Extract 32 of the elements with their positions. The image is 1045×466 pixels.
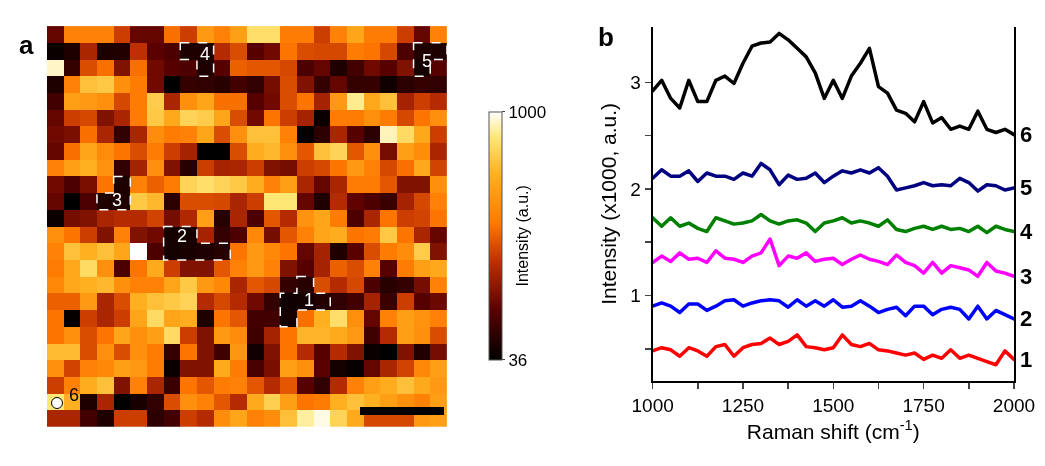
line-series (652, 212, 1014, 235)
annotation: 5 (422, 51, 433, 71)
text: b (598, 22, 614, 52)
annotation: 6 (69, 385, 80, 405)
annotation: 2 (177, 226, 188, 246)
line-series (652, 333, 1014, 367)
text: a (19, 30, 34, 60)
color-bar-label: 1000 (508, 102, 547, 122)
x-tick-label: 1500 (812, 394, 855, 416)
series-label: 3 (1020, 264, 1033, 289)
line-series (652, 237, 1014, 279)
x-axis-title: Raman shift (cm$^{-1}$) (746, 417, 920, 444)
x-tick-label: 1000 (631, 394, 674, 416)
color-bar-label: 36 (508, 350, 528, 370)
y-tick-label: 2 (630, 178, 641, 200)
series-label: 4 (1020, 219, 1033, 244)
annotation: 1 (304, 290, 315, 310)
line-series (652, 298, 1014, 321)
x-tick-label: 1250 (721, 394, 765, 416)
y-axis-title: Intensity (x1000, a.u.) (596, 102, 620, 305)
series-label: 5 (1020, 175, 1033, 200)
line-series (652, 161, 1014, 193)
y-tick-label: 1 (630, 285, 641, 307)
series-label: 2 (1020, 306, 1033, 331)
y-tick-label: 3 (630, 72, 641, 94)
annotation: 4 (200, 44, 211, 64)
series-label: 6 (1020, 122, 1033, 147)
series-label: 1 (1020, 347, 1033, 372)
color-bar-title: Intensity (a.u.) (513, 185, 531, 287)
x-tick-label: 1750 (902, 394, 945, 416)
x-tick-label: 2000 (992, 394, 1036, 416)
annotation: 3 (112, 190, 123, 210)
